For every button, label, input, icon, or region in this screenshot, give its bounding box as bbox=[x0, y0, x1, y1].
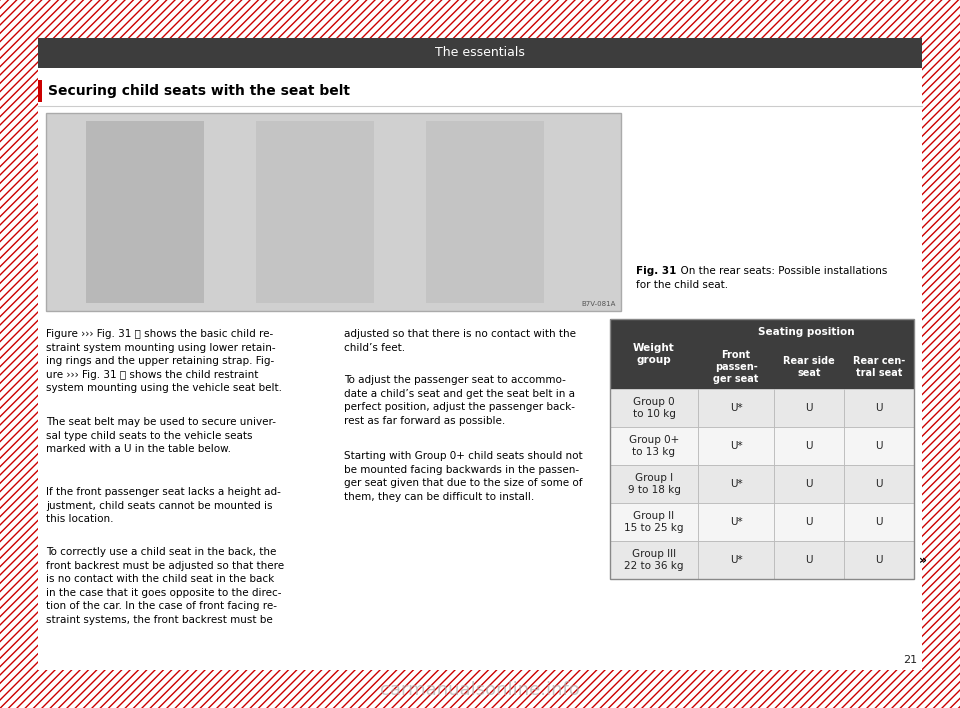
Bar bbox=[610, 465, 914, 503]
Text: U*: U* bbox=[730, 403, 742, 413]
Bar bbox=[774, 465, 844, 503]
Text: Weight
group: Weight group bbox=[634, 343, 675, 365]
Bar bbox=[844, 465, 914, 503]
Text: B7V-081A: B7V-081A bbox=[582, 301, 616, 307]
Bar bbox=[610, 503, 914, 541]
Text: U*: U* bbox=[730, 555, 742, 565]
Text: Group 0
to 10 kg: Group 0 to 10 kg bbox=[633, 397, 676, 419]
Text: If the front passenger seat lacks a height ad-
justment, child seats cannot be m: If the front passenger seat lacks a heig… bbox=[46, 487, 281, 524]
Text: The essentials: The essentials bbox=[435, 47, 525, 59]
Bar bbox=[46, 113, 621, 311]
Text: U: U bbox=[876, 479, 883, 489]
Text: Group I
9 to 18 kg: Group I 9 to 18 kg bbox=[628, 473, 681, 495]
Text: U: U bbox=[805, 555, 813, 565]
Text: U: U bbox=[805, 403, 813, 413]
Text: U: U bbox=[805, 441, 813, 451]
Text: 21: 21 bbox=[902, 655, 917, 665]
Bar bbox=[610, 427, 698, 465]
Bar bbox=[610, 345, 914, 389]
Bar bbox=[774, 503, 844, 541]
Bar bbox=[698, 465, 774, 503]
Text: Fig. 31: Fig. 31 bbox=[636, 266, 677, 276]
Bar bbox=[610, 541, 698, 579]
Bar bbox=[38, 38, 922, 670]
Text: To correctly use a child seat in the back, the
front backrest must be adjusted s: To correctly use a child seat in the bac… bbox=[46, 547, 284, 625]
Bar bbox=[922, 0, 960, 708]
Bar bbox=[698, 389, 774, 427]
Bar bbox=[610, 503, 698, 541]
Text: U*: U* bbox=[730, 441, 742, 451]
Text: Group II
15 to 25 kg: Group II 15 to 25 kg bbox=[624, 511, 684, 533]
Bar bbox=[844, 389, 914, 427]
Bar bbox=[426, 121, 544, 303]
Bar bbox=[844, 427, 914, 465]
Text: for the child seat.: for the child seat. bbox=[636, 280, 728, 290]
Text: U: U bbox=[876, 441, 883, 451]
Text: Group 0+
to 13 kg: Group 0+ to 13 kg bbox=[629, 435, 679, 457]
Bar bbox=[774, 389, 844, 427]
Text: Securing child seats with the seat belt: Securing child seats with the seat belt bbox=[48, 84, 350, 98]
Text: U*: U* bbox=[730, 479, 742, 489]
Bar bbox=[610, 389, 914, 427]
Bar bbox=[38, 38, 922, 68]
Bar bbox=[0, 0, 38, 708]
Bar bbox=[610, 541, 914, 579]
Text: The seat belt may be used to secure univer-
sal type child seats to the vehicle : The seat belt may be used to secure univ… bbox=[46, 417, 276, 455]
Bar bbox=[256, 121, 374, 303]
Bar bbox=[610, 319, 914, 345]
Text: Group III
22 to 36 kg: Group III 22 to 36 kg bbox=[624, 549, 684, 571]
Bar bbox=[0, 670, 960, 708]
Bar bbox=[844, 503, 914, 541]
Text: U: U bbox=[876, 403, 883, 413]
Text: adjusted so that there is no contact with the
child’s feet.: adjusted so that there is no contact wit… bbox=[344, 329, 576, 353]
Bar bbox=[0, 0, 960, 38]
Text: U: U bbox=[805, 479, 813, 489]
Bar bbox=[610, 465, 698, 503]
Text: Rear cen-
tral seat: Rear cen- tral seat bbox=[852, 356, 905, 378]
Bar bbox=[774, 427, 844, 465]
Bar bbox=[610, 319, 698, 389]
Text: U: U bbox=[876, 517, 883, 527]
Bar bbox=[610, 319, 914, 579]
Bar bbox=[86, 121, 204, 303]
Text: U: U bbox=[876, 555, 883, 565]
Text: To adjust the passenger seat to accommo-
date a child’s seat and get the seat be: To adjust the passenger seat to accommo-… bbox=[344, 375, 575, 426]
Text: U*: U* bbox=[730, 517, 742, 527]
Bar bbox=[610, 427, 914, 465]
Text: Figure ››› Fig. 31 Ⓐ shows the basic child re-
straint system mounting using low: Figure ››› Fig. 31 Ⓐ shows the basic chi… bbox=[46, 329, 282, 394]
Bar bbox=[610, 389, 698, 427]
Bar bbox=[698, 541, 774, 579]
Text: »: » bbox=[919, 554, 927, 566]
Bar bbox=[844, 541, 914, 579]
Text: On the rear seats: Possible installations: On the rear seats: Possible installation… bbox=[674, 266, 887, 276]
Bar bbox=[698, 503, 774, 541]
Text: carmanualsonline.info: carmanualsonline.info bbox=[380, 681, 580, 699]
Bar bbox=[774, 541, 844, 579]
Text: Seating position: Seating position bbox=[757, 327, 854, 337]
Bar bbox=[38, 80, 42, 102]
Text: Starting with Group 0+ child seats should not
be mounted facing backwards in the: Starting with Group 0+ child seats shoul… bbox=[344, 451, 583, 502]
Text: Rear side
seat: Rear side seat bbox=[783, 356, 835, 378]
Text: U: U bbox=[805, 517, 813, 527]
Text: Front
passen-
ger seat: Front passen- ger seat bbox=[713, 350, 758, 384]
Bar bbox=[698, 427, 774, 465]
